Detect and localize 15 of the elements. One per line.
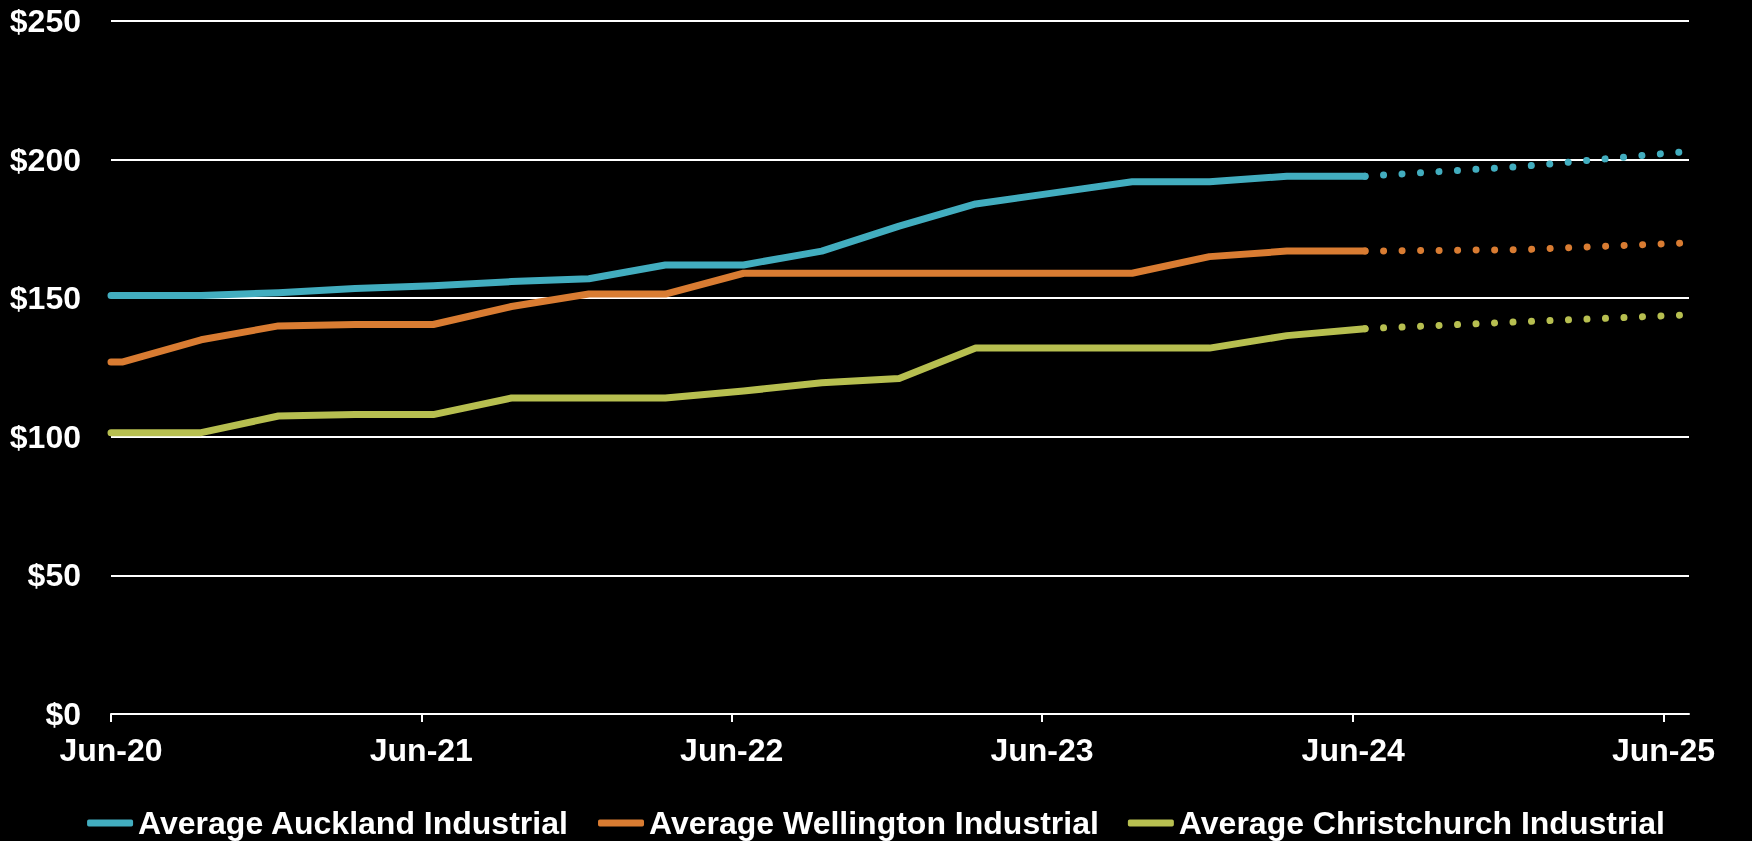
x-tick-label: Jun-20: [59, 732, 163, 768]
y-tick-label: $250: [9, 3, 81, 39]
y-tick-label: $100: [9, 418, 81, 455]
x-tick-label: Jun-22: [680, 732, 784, 768]
x-tick-label: Jun-21: [369, 732, 473, 768]
y-tick-label: $0: [45, 696, 81, 732]
legend-label: Average Wellington Industrial: [649, 805, 1099, 841]
x-tick-label: Jun-23: [990, 732, 1094, 768]
y-tick-label: $200: [9, 141, 81, 178]
legend-label: Average Auckland Industrial: [138, 805, 568, 841]
y-tick-label: $150: [9, 280, 81, 317]
legend-label: Average Christchurch Industrial: [1178, 805, 1665, 841]
x-tick-label: Jun-24: [1301, 732, 1405, 768]
y-tick-label: $50: [27, 557, 81, 594]
x-tick-label: Jun-25: [1611, 732, 1716, 768]
